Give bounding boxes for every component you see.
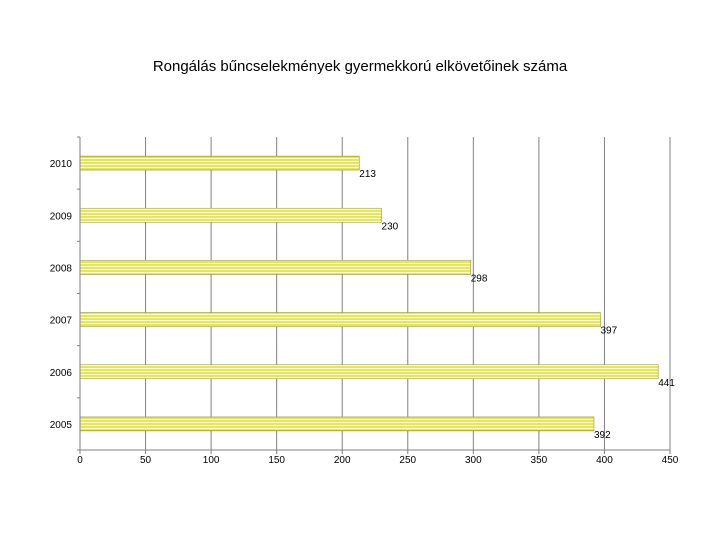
bar bbox=[79, 260, 472, 275]
x-tick-label: 450 bbox=[662, 455, 679, 466]
bar bbox=[79, 312, 601, 327]
bar bbox=[79, 416, 595, 432]
data-label: 230 bbox=[382, 221, 399, 232]
chart-title: Rongálás bűncselekmények gyermekkorú elk… bbox=[152, 58, 568, 75]
y-tick-label: 2009 bbox=[50, 211, 73, 222]
x-tick-label: 50 bbox=[140, 455, 152, 466]
bar bbox=[79, 207, 382, 223]
y-tick-label: 2006 bbox=[50, 368, 73, 379]
bar bbox=[79, 364, 659, 380]
axes bbox=[77, 136, 671, 454]
x-tick-label: 250 bbox=[399, 455, 416, 466]
x-tick-label: 300 bbox=[465, 455, 482, 466]
x-tick-label: 100 bbox=[203, 455, 220, 466]
grid-lines bbox=[145, 137, 671, 450]
y-tick-label: 2007 bbox=[50, 316, 73, 327]
data-label: 298 bbox=[471, 273, 488, 284]
x-tick-label: 0 bbox=[77, 455, 83, 466]
y-tick-label: 2010 bbox=[50, 159, 73, 170]
x-tick-label: 200 bbox=[334, 455, 351, 466]
y-tick-label: 2008 bbox=[50, 263, 73, 274]
x-tick-label: 350 bbox=[531, 455, 548, 466]
data-label: 213 bbox=[359, 169, 376, 180]
x-tick-label: 150 bbox=[268, 455, 285, 466]
data-label: 392 bbox=[594, 430, 611, 441]
labels: 0 50 100 150 200 250 300 350 400 450 2005 392 2006 44… bbox=[50, 159, 679, 466]
bar bbox=[79, 155, 360, 171]
data-label: 397 bbox=[601, 326, 618, 337]
bars bbox=[79, 155, 659, 432]
x-tick-label: 400 bbox=[596, 455, 613, 466]
y-tick-label: 2005 bbox=[50, 420, 73, 431]
data-label: 441 bbox=[658, 378, 675, 389]
